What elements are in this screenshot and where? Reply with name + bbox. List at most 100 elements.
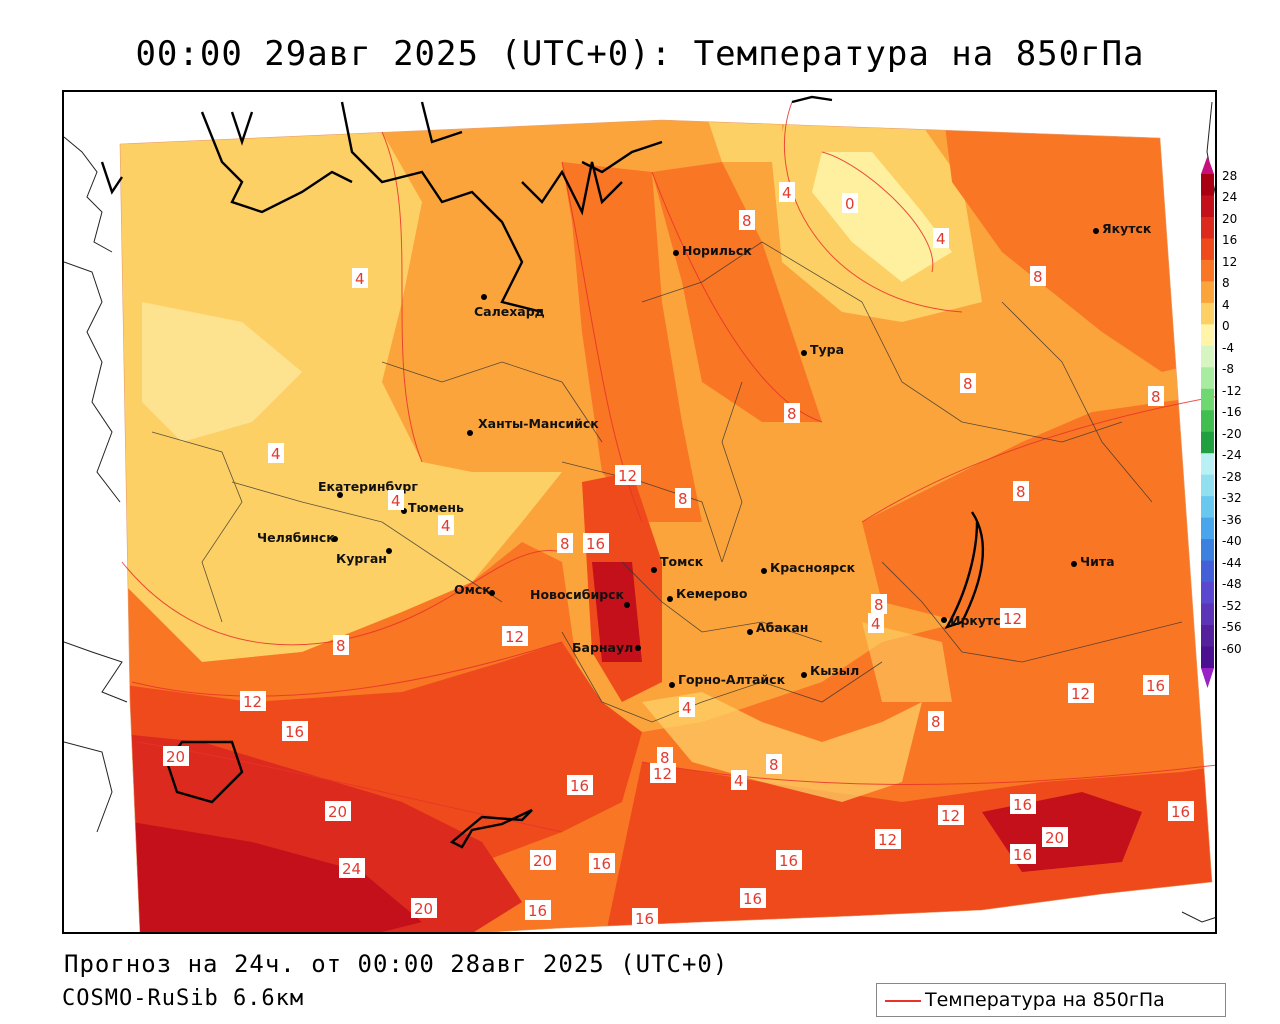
isotherm-label: 12 xyxy=(1068,683,1094,703)
colorbar-swatch xyxy=(1201,625,1214,648)
svg-text:16: 16 xyxy=(1146,677,1165,695)
colorbar-swatch xyxy=(1201,646,1214,669)
colorbar-swatch xyxy=(1201,603,1214,626)
city-khanty-mansiysk: Ханты-Мансийск xyxy=(467,416,599,436)
colorbar-swatch xyxy=(1201,259,1214,282)
isotherm-label: 4 xyxy=(868,613,884,633)
svg-text:12: 12 xyxy=(1003,610,1022,628)
isotherm-label: 20 xyxy=(1042,827,1068,847)
city-norilsk: Норильск xyxy=(673,243,752,258)
svg-text:12: 12 xyxy=(653,765,672,783)
domain-outline xyxy=(119,119,1213,932)
svg-text:Кемерово: Кемерово xyxy=(676,586,748,601)
colorbar-tick-label: 12 xyxy=(1222,254,1238,269)
colorbar-swatch xyxy=(1201,453,1214,476)
city-yakutsk: Якутск xyxy=(1093,221,1152,236)
model-name: COSMO-RuSib 6.6км xyxy=(62,986,305,1011)
isotherm-label: 4 xyxy=(933,228,949,248)
coastlines xyxy=(100,95,985,849)
map-legend: Температура на 850гПа xyxy=(876,983,1226,1017)
city-novosibirsk: Новосибирск xyxy=(530,587,630,608)
city-chita: Чита xyxy=(1071,554,1115,569)
background-coastlines xyxy=(64,101,1215,923)
colorbar-swatch xyxy=(1201,174,1214,196)
isotherm-label: 16 xyxy=(525,900,551,920)
isotherm-label: 4 xyxy=(268,443,284,463)
colorbar-swatch xyxy=(1201,517,1214,540)
svg-text:16: 16 xyxy=(779,852,798,870)
svg-text:Новосибирск: Новосибирск xyxy=(530,587,625,602)
isotherm-label: 4 xyxy=(779,182,795,202)
colorbar-tick-label: -20 xyxy=(1222,426,1242,441)
colorbar-tick-label: -28 xyxy=(1222,469,1242,484)
svg-text:Иркутск: Иркутск xyxy=(950,613,1010,628)
city-kemerovo: Кемерово xyxy=(667,586,748,602)
colorbar-tick-label: -48 xyxy=(1222,577,1242,592)
svg-text:16: 16 xyxy=(528,902,547,920)
svg-text:Барнаул: Барнаул xyxy=(572,640,633,655)
svg-text:8: 8 xyxy=(660,749,670,767)
svg-text:12: 12 xyxy=(878,831,897,849)
isotherm-label: 12 xyxy=(875,829,901,849)
svg-text:16: 16 xyxy=(570,777,589,795)
svg-text:8: 8 xyxy=(1151,388,1161,406)
isotherm-label: 8 xyxy=(960,373,976,393)
colorbar-bottom-arrow xyxy=(1201,668,1214,688)
city-markers: Салехард Норильск Тура Якутск Ханты-Манс… xyxy=(257,221,1152,688)
svg-text:Якутск: Якутск xyxy=(1102,221,1152,236)
legend-label: Температура на 850гПа xyxy=(925,989,1165,1011)
admin-borders xyxy=(151,241,1183,723)
svg-text:8: 8 xyxy=(1033,268,1043,286)
svg-text:8: 8 xyxy=(769,756,779,774)
svg-text:0: 0 xyxy=(845,195,855,213)
city-abakan: Абакан xyxy=(747,620,808,635)
city-barnaul: Барнаул xyxy=(572,640,641,655)
colorbar-tick-label: 28 xyxy=(1222,169,1238,183)
svg-text:Курган: Курган xyxy=(336,551,387,566)
svg-text:16: 16 xyxy=(1013,796,1032,814)
colorbar-swatch xyxy=(1201,345,1214,368)
svg-text:Ханты-Мансийск: Ханты-Мансийск xyxy=(478,416,599,431)
svg-text:8: 8 xyxy=(1016,483,1026,501)
isotherm-label: 8 xyxy=(1030,266,1046,286)
svg-text:8: 8 xyxy=(678,490,688,508)
colorbar-swatch xyxy=(1201,431,1214,454)
colorbar-tick-label: -52 xyxy=(1222,598,1242,613)
svg-text:Омск: Омск xyxy=(454,582,491,597)
colorbar-swatch xyxy=(1201,367,1214,390)
colorbar-tick-label: -8 xyxy=(1222,362,1234,377)
svg-text:4: 4 xyxy=(441,517,451,535)
isotherm-label: 16 xyxy=(632,908,658,928)
forecast-info: Прогноз на 24ч. от 00:00 28авг 2025 (UTC… xyxy=(64,950,729,978)
svg-text:4: 4 xyxy=(782,184,792,202)
isotherm-label: 4 xyxy=(438,515,454,535)
city-tomsk: Томск xyxy=(651,554,704,573)
svg-text:Тюмень: Тюмень xyxy=(408,500,464,515)
colorbar-swatch xyxy=(1201,195,1214,218)
isotherm-label: 16 xyxy=(1010,794,1036,814)
isotherm-label: 8 xyxy=(675,488,691,508)
isotherm-label: 12 xyxy=(938,805,964,825)
colorbar-swatch xyxy=(1201,560,1214,583)
isotherm-label: 16 xyxy=(1168,801,1194,821)
colorbar-swatch xyxy=(1201,582,1214,605)
legend-line-swatch xyxy=(885,1000,921,1002)
colorbar-tick-label: -40 xyxy=(1222,534,1242,549)
colorbar-tick-label: -24 xyxy=(1222,448,1242,463)
svg-text:4: 4 xyxy=(355,270,365,288)
isotherm-label: 8 xyxy=(333,635,349,655)
svg-text:20: 20 xyxy=(414,900,433,918)
svg-text:16: 16 xyxy=(743,890,762,908)
isotherm-label: 20 xyxy=(530,850,556,870)
temperature-colorbar xyxy=(1201,156,1214,688)
colorbar-tick-label: 16 xyxy=(1222,233,1238,248)
isotherm-label: 4 xyxy=(731,770,747,790)
city-salekhard: Салехард xyxy=(474,294,545,319)
isotherm-label: 4 xyxy=(352,268,368,288)
city-gorno-altaysk: Горно-Алтайск xyxy=(669,672,786,688)
colorbar-tick-label: -4 xyxy=(1222,340,1234,355)
colorbar-swatch xyxy=(1201,410,1214,433)
city-kurgan: Курган xyxy=(336,548,392,566)
isotherm-label: 8 xyxy=(657,747,673,767)
svg-text:12: 12 xyxy=(243,693,262,711)
